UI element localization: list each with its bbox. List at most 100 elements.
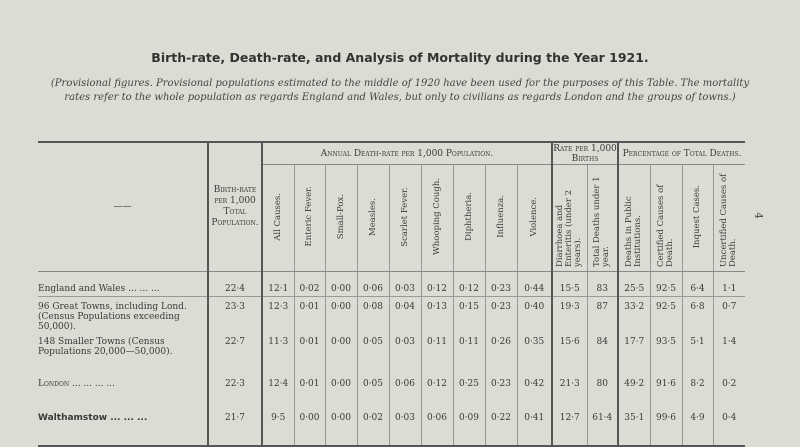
table-title: Birth-rate, Death-rate, and Analysis of … [151,50,649,65]
table-cell: 1·1 [712,271,745,297]
table-cell: 0·11 [452,332,485,367]
table-cell: 0·01 [293,367,325,401]
table-cell: 15·5 [551,271,587,297]
column-header-label: Deaths in Public Institutions. [624,195,644,267]
table-cell: 84 [586,332,618,367]
column-header: Scarlet Fever. [388,164,421,272]
column-header: Diphtheria. [452,164,485,272]
table-cell: 0·00 [324,367,357,401]
mortality-table: —— Birth-rate per 1,000 Total Population… [38,141,745,447]
table-cell: 0·05 [356,367,389,401]
column-header: Total Deaths under 1 year. [586,164,618,272]
column-header-label: Diphtheria. [463,192,474,241]
table-cell: 0·05 [356,332,389,367]
table-cell: 4·9 [681,401,713,446]
table-cell: 87 [586,296,618,332]
row-label: England and Wales ... ... ... [38,271,208,297]
column-header: Uncertified Causes of Death. [712,164,745,272]
table-row: 96 Great Towns, including Lond.(Census P… [38,296,745,332]
table-cell: 33·2 [617,296,650,332]
table-cell: 0·01 [293,332,325,367]
column-header-label: Violence. [528,196,539,237]
table-cell: 35·1 [617,401,650,446]
table-cell: 0·04 [388,296,421,332]
row-label: 96 Great Towns, including Lond.(Census P… [38,302,187,332]
table-cell: 22·4 [207,271,262,297]
table-cell: 23·3 [207,296,262,332]
table-cell: 0·25 [452,367,485,401]
table-cell: 0·7 [712,296,745,332]
table-cell: 0·13 [420,296,453,332]
table-cell: 0·26 [484,332,517,367]
table-cell: 0·03 [388,401,421,446]
table-cell: 0·03 [388,332,421,367]
column-header-label: Total Deaths under 1 year. [592,176,612,267]
table-cell: 0·12 [452,271,485,297]
table-cell: 99·6 [649,401,682,446]
table-cell: 0·23 [484,271,517,297]
table-cell: 0·2 [712,367,745,401]
page-number: 4 [752,212,764,219]
table-cell: 19·3 [551,296,587,332]
table-cell: 12·1 [261,271,294,297]
column-header-label: All Causes. [272,192,283,241]
table-cell: 80 [586,367,618,401]
table-cell: 0·4 [712,401,745,446]
column-header: Enteric Fever. [293,164,325,272]
table-cell: 0·11 [420,332,453,367]
table-cell: 0·06 [388,367,421,401]
table-cell: 92·5 [649,296,682,332]
table-row: England and Wales ... ... ... 22·4 12·1 0·0… [38,271,745,297]
column-header-label: Uncertified Causes of Death. [719,173,739,267]
table-cell: 0·41 [516,401,552,446]
table-cell: 17·7 [617,332,650,367]
column-header-label: Enteric Fever. [304,186,314,247]
death-rate-group-header: Annual Death-rate per 1,000 Population. [261,142,552,165]
table-cell: 49·2 [617,367,650,401]
table-cell: 0·03 [388,271,421,297]
percentage-group-header: Percentage of Total Deaths. [617,142,745,165]
table-cell: 15·6 [551,332,587,367]
column-header: Diarrhoea and Enteritis (under 2 years). [551,164,587,272]
table-cell: 6·8 [681,296,713,332]
table-cell: 0·02 [293,271,325,297]
table-cell: 0·22 [484,401,517,446]
table-cell: 0·00 [324,332,357,367]
table-cell: 0·06 [420,401,453,446]
table-cell: 11·3 [261,332,294,367]
column-header: Influenza. [484,164,517,272]
table-cell: 0·40 [516,296,552,332]
column-header-label: Small-Pox. [335,193,346,240]
table-cell: 0·42 [516,367,552,401]
table-cell: 61·4 [586,401,618,446]
table-cell: 93·5 [649,332,682,367]
row-label: 148 Smaller Towns (Census Populations 20… [38,337,173,357]
table-cell: 22·3 [207,367,262,401]
column-header-label: Measles. [367,197,378,236]
table-cell: 21·7 [207,401,262,446]
table-cell: 5·1 [681,332,713,367]
table-cell: 6·4 [681,271,713,297]
table-cell: 0·00 [324,296,357,332]
table-cell: 0·00 [324,271,357,297]
table-cell: 12·7 [551,401,587,446]
table-cell: 0·44 [516,271,552,297]
table-note: (Provisional figures. Provisional popula… [50,78,750,103]
column-header-label: Inquest Cases. [692,184,702,249]
table-row: Walthamstow ... ... ... 21·7 9·5 0·00 0·00 0·… [38,401,745,446]
table-cell: 0·15 [452,296,485,332]
table-cell: 12·3 [261,296,294,332]
table-cell: 0·12 [420,367,453,401]
table-cell: 0·12 [420,271,453,297]
column-header: Violence. [516,164,552,272]
birth-rate-header: Birth-rate per 1,000 Total Population. [207,142,262,272]
table-cell: 21·3 [551,367,587,401]
row-label: Walthamstow ... ... ... [38,413,148,423]
table-row: 148 Smaller Towns (Census Populations 20… [38,332,745,367]
table-row: London ... ... ... ... 22·3 12·4 0·01 0·00 0·… [38,367,745,401]
table-cell: 91·6 [649,367,682,401]
table-cell: 0·08 [356,296,389,332]
table-cell: 8·2 [681,367,713,401]
column-header: Small-Pox. [324,164,357,272]
table-cell: 22·7 [207,332,262,367]
